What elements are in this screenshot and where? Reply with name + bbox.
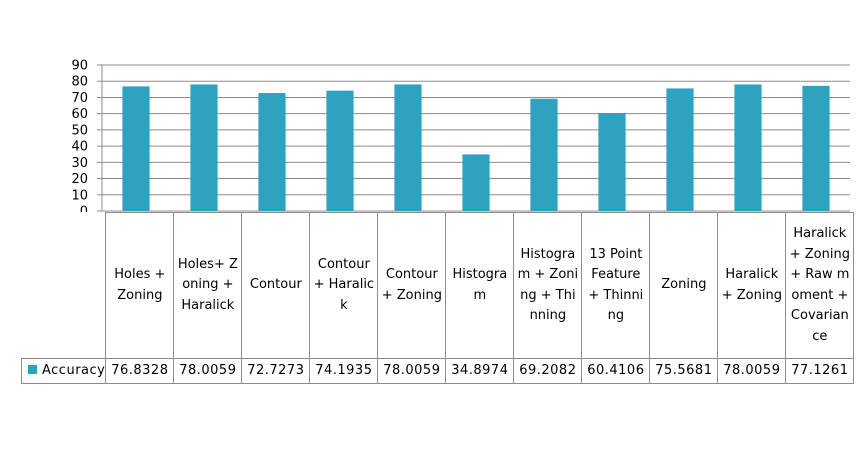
- value-cell: 78.0059: [377, 358, 447, 384]
- data-table: Holes + Zoning Holes+ Zoning + Haralick Co…: [20, 212, 855, 384]
- value-cell: 78.0059: [173, 358, 243, 384]
- y-tick-label: 40: [71, 140, 88, 155]
- category-label: Contour + Zoning: [377, 212, 447, 359]
- y-tick-label: 0: [80, 205, 88, 213]
- value-cell: 78.0059: [717, 358, 787, 384]
- category-label: Haralick + Zoning + Raw moment + Covaria…: [785, 212, 855, 359]
- value-cell: 74.1935: [309, 358, 379, 384]
- table-corner: [21, 212, 107, 359]
- y-tick-label: 10: [71, 188, 88, 203]
- bar: [734, 84, 762, 211]
- bar: [530, 98, 558, 211]
- category-label: Zoning: [649, 212, 719, 359]
- y-tick-label: 30: [71, 156, 88, 171]
- y-tick-label: 50: [71, 123, 88, 138]
- value-cell: 60.4106: [581, 358, 651, 384]
- category-label: Haralick + Zoning: [717, 212, 787, 359]
- bar: [802, 85, 830, 211]
- value-cell: 75.5681: [649, 358, 719, 384]
- category-label: Contour: [241, 212, 311, 359]
- bar: [190, 84, 218, 211]
- bar: [394, 84, 422, 211]
- series-cell: Accuracy: [20, 358, 107, 384]
- legend-swatch: [28, 365, 37, 374]
- category-label: 13 Point Feature + Thinning: [581, 212, 651, 359]
- bar: [258, 93, 286, 211]
- value-cell: 34.8974: [445, 358, 515, 384]
- bar: [462, 154, 490, 211]
- category-label: Histogram: [445, 212, 515, 359]
- category-label: Holes+ Zoning + Haralick: [173, 212, 243, 359]
- category-label: Histogram + Zoning + Thinning: [513, 212, 583, 359]
- y-tick-label: 70: [71, 91, 88, 106]
- series-name: Accuracy: [42, 363, 106, 378]
- value-cell: 69.2082: [513, 358, 583, 384]
- category-label: Contour + Haralick: [309, 212, 379, 359]
- bar: [122, 86, 150, 211]
- bar: [326, 90, 354, 211]
- value-cell: 77.1261: [785, 358, 855, 384]
- y-tick-label: 60: [71, 107, 88, 122]
- category-label: Holes + Zoning: [105, 212, 175, 359]
- y-tick-label: 80: [71, 75, 88, 90]
- bar: [598, 113, 626, 211]
- value-row: Accuracy 76.8328 78.0059 72.7273 74.1935 78.…: [20, 358, 855, 384]
- bar: [666, 88, 694, 211]
- y-tick-label: 90: [71, 59, 88, 74]
- value-cell: 76.8328: [105, 358, 175, 384]
- category-row: Holes + Zoning Holes+ Zoning + Haralick Co…: [21, 212, 855, 359]
- y-tick-label: 20: [71, 172, 88, 187]
- value-cell: 72.7273: [241, 358, 311, 384]
